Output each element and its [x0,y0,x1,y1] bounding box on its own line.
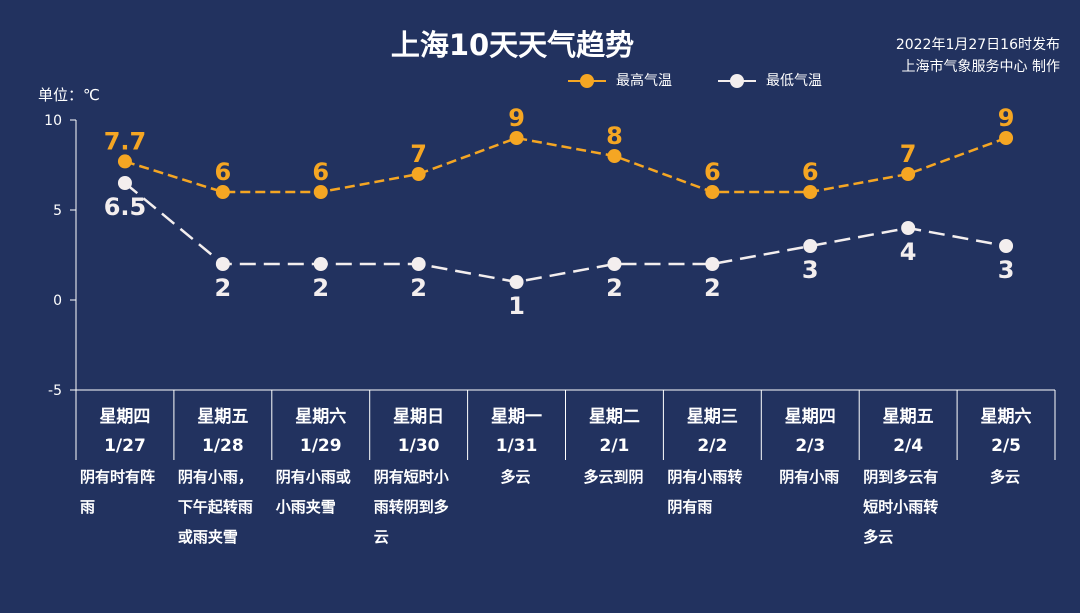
weather-description: 阴有小雨转阴有雨 [667,468,743,516]
weather-description: 阴有时有阵雨 [80,468,156,516]
x-tick-date: 2/3 [795,436,825,456]
x-tick-weekday: 星期四 [785,407,836,427]
x-tick-weekday: 星期二 [589,407,640,427]
legend-high-label: 最高气温 [616,73,672,89]
data-label: 3 [998,256,1015,284]
publish-time: 2022年1月27日16时发布 [895,37,1060,53]
data-label: 1 [508,292,525,320]
data-point [215,185,230,199]
x-tick-date: 2/4 [893,436,923,456]
x-tick-weekday: 星期五 [197,407,248,427]
x-tick-date: 1/29 [300,436,342,456]
weather-description: 阴有小雨 [779,468,840,486]
series-line-high [124,136,1007,194]
data-label: 2 [214,274,231,302]
weather-description: 阴有小雨或小雨夹雪 [275,468,351,516]
weather-description: 阴有小雨，下午起转雨或雨夹雪 [177,468,253,546]
data-point [901,221,916,235]
x-tick-date: 1/27 [104,436,146,456]
legend-low-dot [730,74,744,88]
y-tick-label: 0 [53,293,62,309]
data-label: 7 [410,140,427,168]
x-tick-date: 2/1 [600,436,630,456]
data-point [509,275,524,289]
unit-label: 单位：℃ [38,86,100,104]
data-label: 4 [900,238,917,266]
data-point [901,167,916,181]
data-point [411,167,426,181]
data-label: 2 [312,274,329,302]
data-point [313,257,328,271]
data-point [999,239,1014,253]
data-point [705,185,720,199]
data-point [117,176,132,190]
x-tick-weekday: 星期六 [295,406,346,427]
x-tick-weekday: 星期日 [393,407,444,427]
x-tick-date: 2/5 [991,436,1021,456]
data-label: 2 [606,274,623,302]
x-tick-date: 2/2 [697,436,727,456]
data-label: 2 [410,274,427,302]
data-point [313,185,328,199]
data-label: 9 [508,104,525,132]
data-point [509,131,524,145]
weather-description: 阴有短时小雨转阴到多云 [373,468,449,546]
weather-description: 多云到阴 [583,468,644,486]
publisher: 上海市气象服务中心 制作 [901,59,1060,75]
data-point [607,149,622,163]
data-point [117,154,132,169]
publish-info: 2022年1月27日16时发布 上海市气象服务中心 制作 [896,34,1060,78]
legend-high-dot [580,74,594,88]
data-label: 6.5 [104,193,147,221]
data-point [607,257,622,271]
data-label: 3 [802,256,819,284]
x-tick-date: 1/28 [202,436,244,456]
data-label: 7 [900,140,917,168]
data-label: 6 [214,158,231,186]
data-point [999,131,1014,145]
data-point [803,239,818,253]
x-tick-date: 1/30 [398,436,440,456]
x-tick-date: 1/31 [496,436,538,456]
chart-title: 上海10天天气趋势 [390,28,635,62]
weather-description: 阴到多云有短时小雨转多云 [863,468,939,546]
x-tick-weekday: 星期六 [981,406,1032,427]
data-label: 6 [312,158,329,186]
series-line-low [124,182,1007,284]
data-label: 6 [704,158,721,186]
x-tick-weekday: 星期四 [99,407,150,427]
x-tick-weekday: 星期三 [687,407,738,427]
data-label: 9 [998,104,1015,132]
data-point [215,257,230,271]
x-tick-weekday: 星期五 [883,407,934,427]
y-tick-label: 5 [53,203,62,219]
data-label: 2 [704,274,721,302]
data-point [705,257,720,271]
data-label: 7.7 [104,127,147,155]
data-label: 8 [606,122,623,150]
data-label: 6 [802,158,819,186]
y-tick-label: -5 [48,383,62,399]
y-tick-label: 10 [44,113,62,129]
data-point [411,257,426,271]
legend-low-label: 最低气温 [766,73,822,89]
weather-description: 多云 [500,468,531,486]
x-tick-weekday: 星期一 [491,407,542,427]
weather-description: 多云 [990,468,1021,486]
data-point [803,185,818,199]
